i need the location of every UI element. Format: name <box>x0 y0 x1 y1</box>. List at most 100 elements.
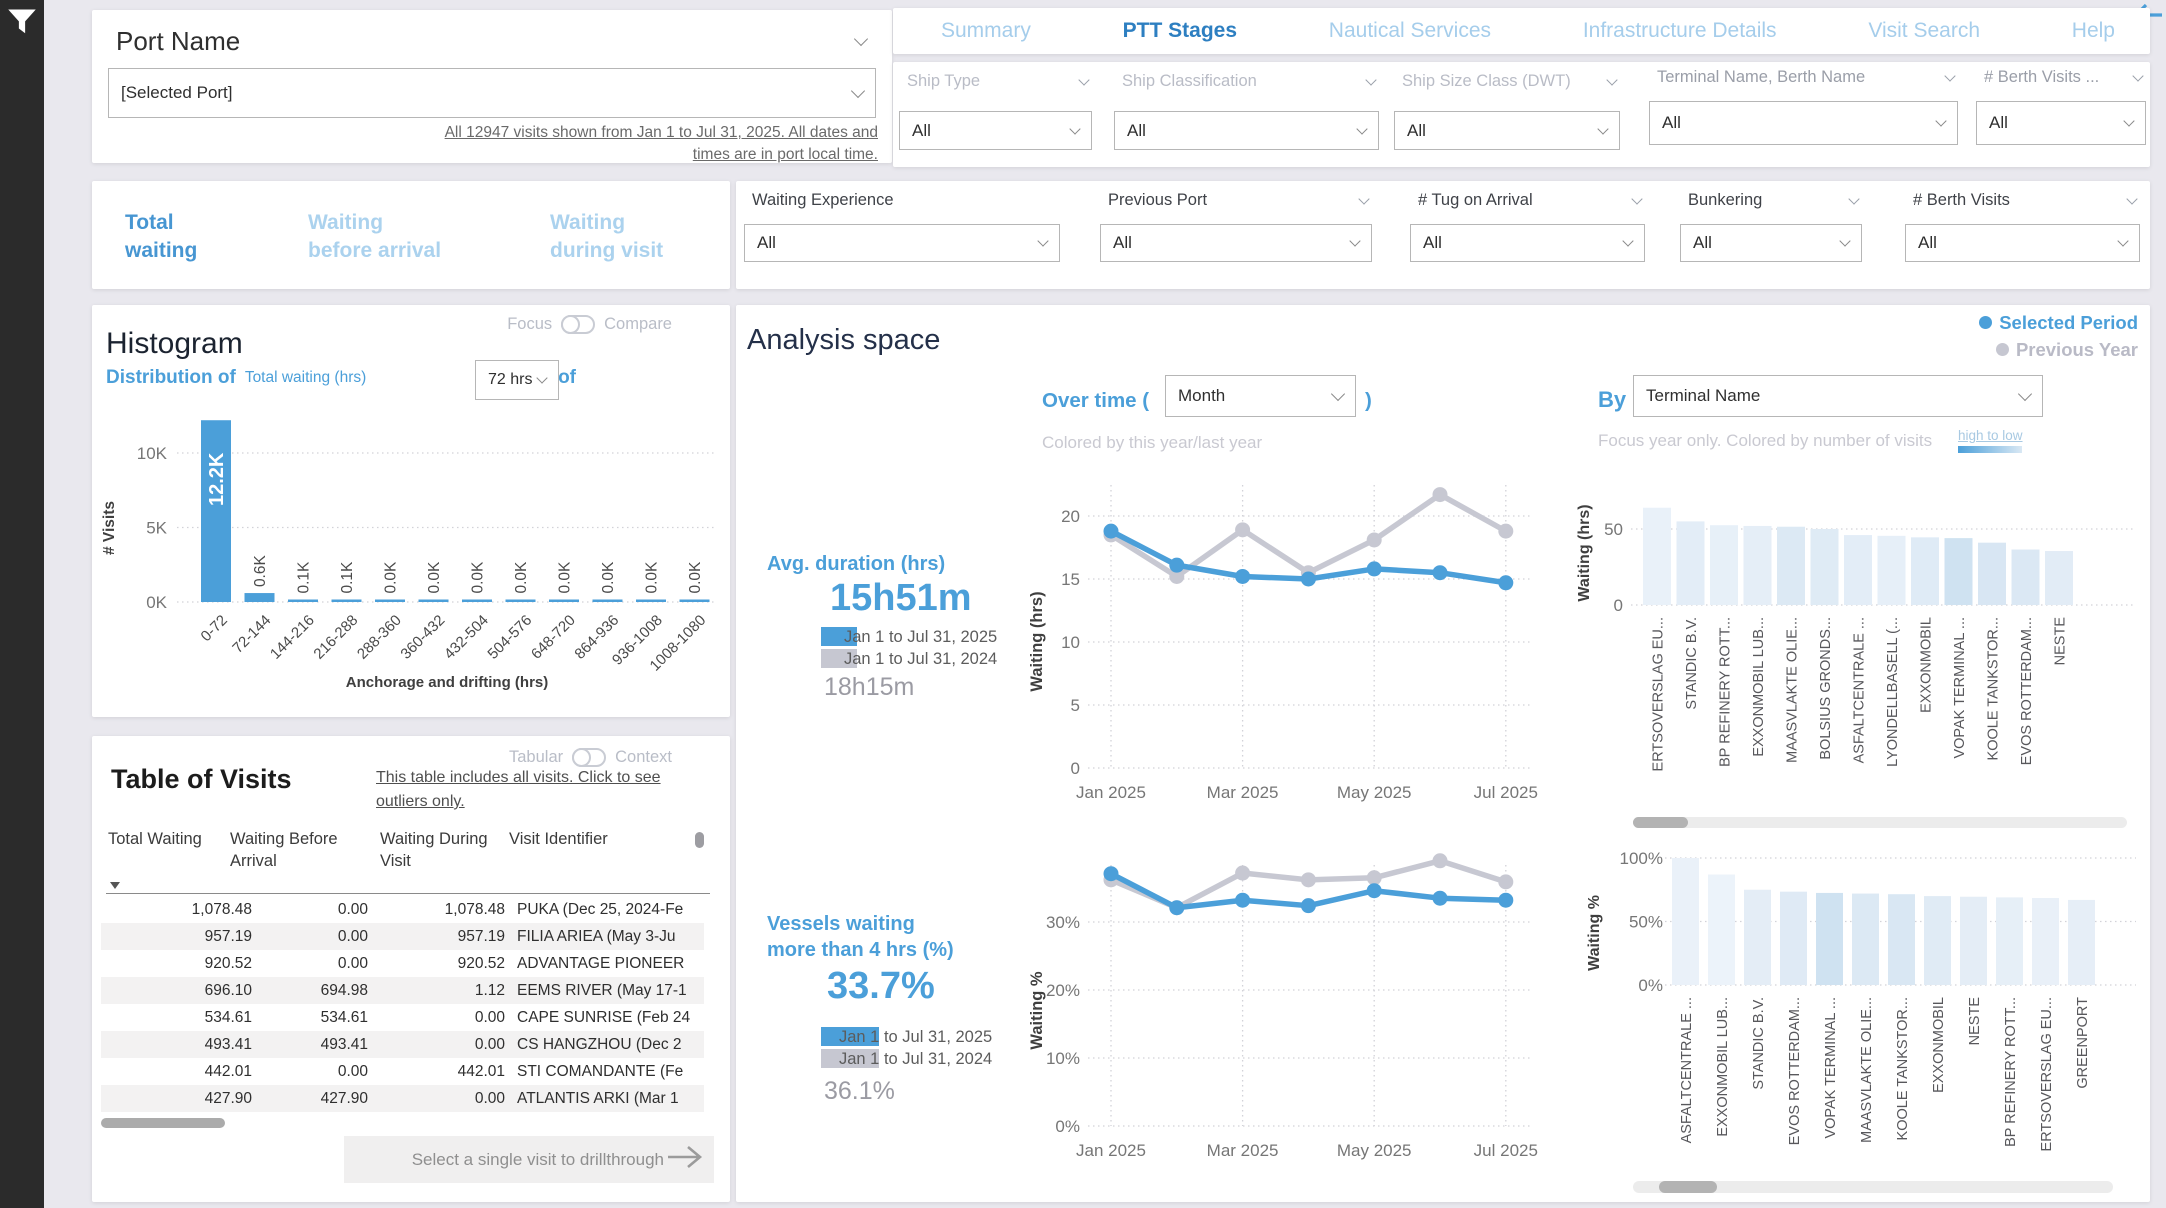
table-row[interactable]: 442.01 0.00 442.01 STI COMANDANTE (Fe <box>101 1058 704 1085</box>
point-jan-1-to-jul-31-2025-Apr 2025[interactable] <box>1300 571 1316 587</box>
point-jan-1-to-jul-31-2025-Mar 2025[interactable] <box>1235 568 1251 584</box>
hist-bar-936-1008[interactable] <box>636 599 666 603</box>
table-row[interactable]: 534.61 534.61 0.00 CAPE SUNRISE (Feb 24 <box>101 1004 704 1031</box>
terminal-bar-ertsoverslag-eu[interactable] <box>1643 507 1671 605</box>
hist-bar-360-432[interactable] <box>418 599 449 603</box>
table-h-scrollbar[interactable] <box>101 1118 225 1128</box>
table-row[interactable]: 696.10 694.98 1.12 EEMS RIVER (May 17-1 <box>101 977 704 1004</box>
point-jan-1-to-jul-31-2024-Jul 2025[interactable] <box>1498 523 1514 539</box>
filter-chevron-icon[interactable] <box>2132 69 2144 82</box>
terminal-bar-ertsoverslag-eu[interactable] <box>2032 898 2059 985</box>
hist-bar-1008-1080[interactable] <box>679 599 710 603</box>
terminal-bar-standic-b-v[interactable] <box>1676 521 1705 605</box>
filter-chevron-icon[interactable] <box>1944 69 1956 82</box>
terminal-bar-evos-rotterdam[interactable] <box>1780 891 1807 985</box>
point-jan-1-to-jul-31-2024-May 2025[interactable] <box>1366 870 1382 886</box>
terminal-bar-lyondellbasell[interactable] <box>1877 535 1906 605</box>
point-jan-1-to-jul-31-2025-Feb 2025[interactable] <box>1169 900 1185 916</box>
filter-select-previous-port[interactable]: All <box>1100 224 1372 262</box>
filter-chevron-icon[interactable] <box>1358 192 1370 205</box>
hist-bar-288-360[interactable] <box>375 599 405 603</box>
terminal-chart1-scrollbar[interactable] <box>1633 817 2127 828</box>
point-jan-1-to-jul-31-2025-Jul 2025[interactable] <box>1498 892 1514 908</box>
table-row[interactable]: 920.52 0.00 920.52 ADVANTAGE PIONEER <box>101 950 704 977</box>
table-row[interactable]: 493.41 493.41 0.00 CS HANGZHOU (Dec 2 <box>101 1031 704 1058</box>
terminal-bar-standic-b-v[interactable] <box>1744 889 1771 985</box>
terminal-bar-evos-rotterdam[interactable] <box>2011 549 2040 605</box>
filter-chevron-icon[interactable] <box>1848 192 1860 205</box>
point-jan-1-to-jul-31-2024-May 2025[interactable] <box>1366 532 1382 548</box>
point-jan-1-to-jul-31-2024-Jul 2025[interactable] <box>1498 874 1514 890</box>
point-jan-1-to-jul-31-2025-Apr 2025[interactable] <box>1300 898 1316 914</box>
point-jan-1-to-jul-31-2025-Jan 2025[interactable] <box>1103 523 1119 539</box>
waiting-hrs-by-terminal-chart[interactable]: 0 50 Waiting (hrs) ERTSOVERSLAG EU... STANDI… <box>1576 475 2150 810</box>
filter-chevron-icon[interactable] <box>1606 73 1618 86</box>
measure-tab-waiting-during-visit[interactable]: Waiting during visit <box>550 211 664 262</box>
terminal-bar-exxonmobil-lub[interactable] <box>1743 525 1772 605</box>
terminal-bar-asfaltcentrale[interactable] <box>1844 535 1872 605</box>
tabular-context-toggle[interactable] <box>572 748 607 767</box>
terminal-bar-asfaltcentrale[interactable] <box>1672 858 1699 985</box>
point-jan-1-to-jul-31-2024-Mar 2025[interactable] <box>1235 522 1251 538</box>
terminal-bar-neste[interactable] <box>1960 896 1987 985</box>
point-jan-1-to-jul-31-2025-Jan 2025[interactable] <box>1103 866 1119 882</box>
vertical-scroll-indicator[interactable] <box>695 832 704 848</box>
waiting-pct-line-chart[interactable]: 0% 10% 20% 30% Jan 2025 Mar 2025 May 2025 Jul 2… <box>1026 853 1556 1185</box>
outliers-link[interactable]: This table includes all visits. Click to… <box>376 769 661 810</box>
terminal-bar-exxonmobil[interactable] <box>1911 537 1939 605</box>
point-jan-1-to-jul-31-2024-Apr 2025[interactable] <box>1300 872 1316 888</box>
terminal-bar-bp-refinery-rott[interactable] <box>1996 897 2023 985</box>
hist-bar-0-72[interactable] <box>201 420 231 602</box>
terminal-bar-neste[interactable] <box>2045 551 2073 605</box>
point-jan-1-to-jul-31-2024-Jun 2025[interactable] <box>1432 853 1448 869</box>
terminal-bar-exxonmobil-lub[interactable] <box>1708 874 1735 985</box>
filter-select-terminal-name-berth-name[interactable]: All <box>1649 101 1958 145</box>
tab-help[interactable]: Help <box>2071 19 2115 42</box>
terminal-bar-greenport[interactable] <box>2068 899 2095 985</box>
point-jan-1-to-jul-31-2025-Jun 2025[interactable] <box>1432 890 1448 906</box>
sort-descending-icon[interactable] <box>110 882 120 889</box>
port-card-chevron-icon[interactable] <box>853 31 869 47</box>
terminal-bar-maasvlakte-olie[interactable] <box>1852 893 1879 985</box>
terminal-chart2-scrollbar[interactable] <box>1633 1181 2113 1193</box>
terminal-bar-exxonmobil[interactable] <box>1924 896 1951 985</box>
port-select[interactable]: [Selected Port] <box>108 68 876 118</box>
drillthrough-button[interactable]: Select a single visit to drillthrough <box>344 1136 714 1183</box>
hist-bar-864-936[interactable] <box>592 599 623 603</box>
point-jan-1-to-jul-31-2025-Mar 2025[interactable] <box>1235 892 1251 908</box>
bins-select[interactable]: 72 hrs <box>475 360 559 400</box>
filter-select-ship-classification[interactable]: All <box>1114 111 1379 150</box>
tab-summary[interactable]: Summary <box>941 19 1031 42</box>
point-jan-1-to-jul-31-2025-Jun 2025[interactable] <box>1432 565 1448 581</box>
distribution-field-label[interactable]: Total waiting (hrs) <box>244 369 367 386</box>
filter-chevron-icon[interactable] <box>1365 73 1377 86</box>
column-header-waiting-during-visit[interactable]: Waiting During Visit <box>380 830 488 871</box>
tab-ptt-stages[interactable]: PTT Stages <box>1122 19 1238 42</box>
column-header-waiting-before-arrival[interactable]: Waiting Before Arrival <box>230 830 338 871</box>
terminal-bar-vopak-terminal[interactable] <box>1944 538 1973 605</box>
terminal-bar-koole-tankstor[interactable] <box>1888 894 1915 985</box>
point-jan-1-to-jul-31-2024-Jun 2025[interactable] <box>1432 487 1448 503</box>
filter-select-berth-visits[interactable]: All <box>1905 224 2140 262</box>
point-jan-1-to-jul-31-2025-Feb 2025[interactable] <box>1169 557 1185 573</box>
terminal-bar-vopak-terminal[interactable] <box>1816 892 1843 985</box>
filter-select-berth-visits[interactable]: All <box>1976 101 2146 145</box>
focus-compare-toggle[interactable] <box>561 315 596 334</box>
time-granularity-select[interactable]: Month <box>1165 375 1356 417</box>
terminal-bar-koole-tankstor[interactable] <box>1978 542 2006 605</box>
hist-bar-216-288[interactable] <box>331 599 362 603</box>
measure-tab-total-waiting[interactable]: Total waiting <box>125 211 198 262</box>
hist-bar-432-504[interactable] <box>462 599 492 603</box>
hist-bar-72-144[interactable] <box>244 593 275 602</box>
table-row[interactable]: 427.90 427.90 0.00 ATLANTIS ARKI (Mar 1 <box>101 1085 704 1112</box>
hist-bar-144-216[interactable] <box>288 599 318 603</box>
point-jan-1-to-jul-31-2025-Jul 2025[interactable] <box>1498 575 1514 591</box>
filter-select-waiting-experience[interactable]: All <box>744 224 1060 262</box>
by-dimension-select[interactable]: Terminal Name <box>1633 375 2043 417</box>
filter-chevron-icon[interactable] <box>2126 192 2138 205</box>
column-header-visit-identifier[interactable]: Visit Identifier <box>509 830 608 848</box>
waiting-pct-by-terminal-chart[interactable]: 0% 50% 100% Waiting % ASFALTCENTRALE ... EXXO… <box>1581 849 2150 1190</box>
waiting-hrs-line-chart[interactable]: 0 5 10 15 20 Jan 2025 Mar 2025 May 2025 Jul 2025… <box>1026 475 1556 805</box>
table-row[interactable]: 957.19 0.00 957.19 FILIA ARIEA (May 3-Ju <box>101 923 704 950</box>
